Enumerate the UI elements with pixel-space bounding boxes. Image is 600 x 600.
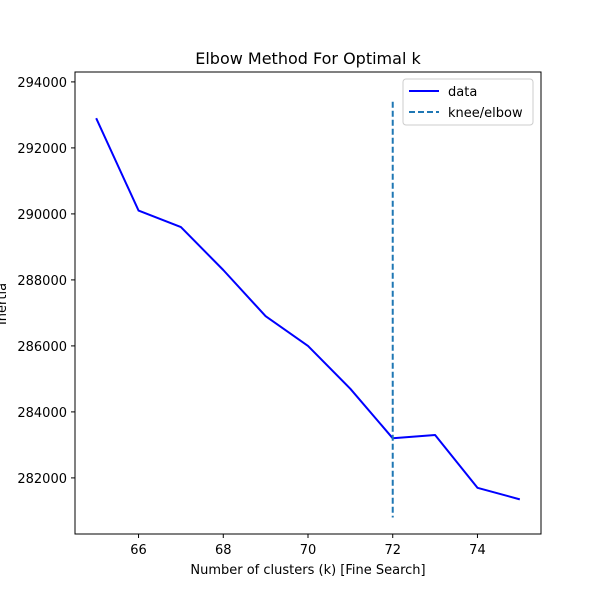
x-tick-label: 70 <box>300 543 317 558</box>
chart-title: Elbow Method For Optimal k <box>195 49 421 68</box>
y-tick-label: 292000 <box>17 142 67 157</box>
legend-data-label: data <box>448 85 477 100</box>
y-axis-label: Inertia <box>0 283 10 325</box>
y-tick-label: 282000 <box>17 472 67 487</box>
y-tick-label: 286000 <box>17 340 67 355</box>
legend: data knee/elbow <box>402 78 534 126</box>
x-tick-label: 66 <box>130 543 147 558</box>
x-axis-label: Number of clusters (k) [Fine Search] <box>190 563 425 578</box>
series-data-line <box>95 117 521 501</box>
y-tick-label: 290000 <box>17 208 67 223</box>
y-tick-label: 288000 <box>17 274 67 289</box>
x-tick-label: 72 <box>384 543 401 558</box>
x-tick-label: 68 <box>215 543 232 558</box>
series-layer <box>95 101 521 518</box>
x-axis: 66 68 70 72 74 <box>130 534 486 558</box>
legend-knee-label: knee/elbow <box>448 106 523 121</box>
y-tick-label: 284000 <box>17 406 67 421</box>
y-axis: 282000 284000 286000 288000 290000 292000 2940… <box>17 76 75 487</box>
x-tick-label: 74 <box>469 543 486 558</box>
y-tick-label: 294000 <box>17 76 67 91</box>
